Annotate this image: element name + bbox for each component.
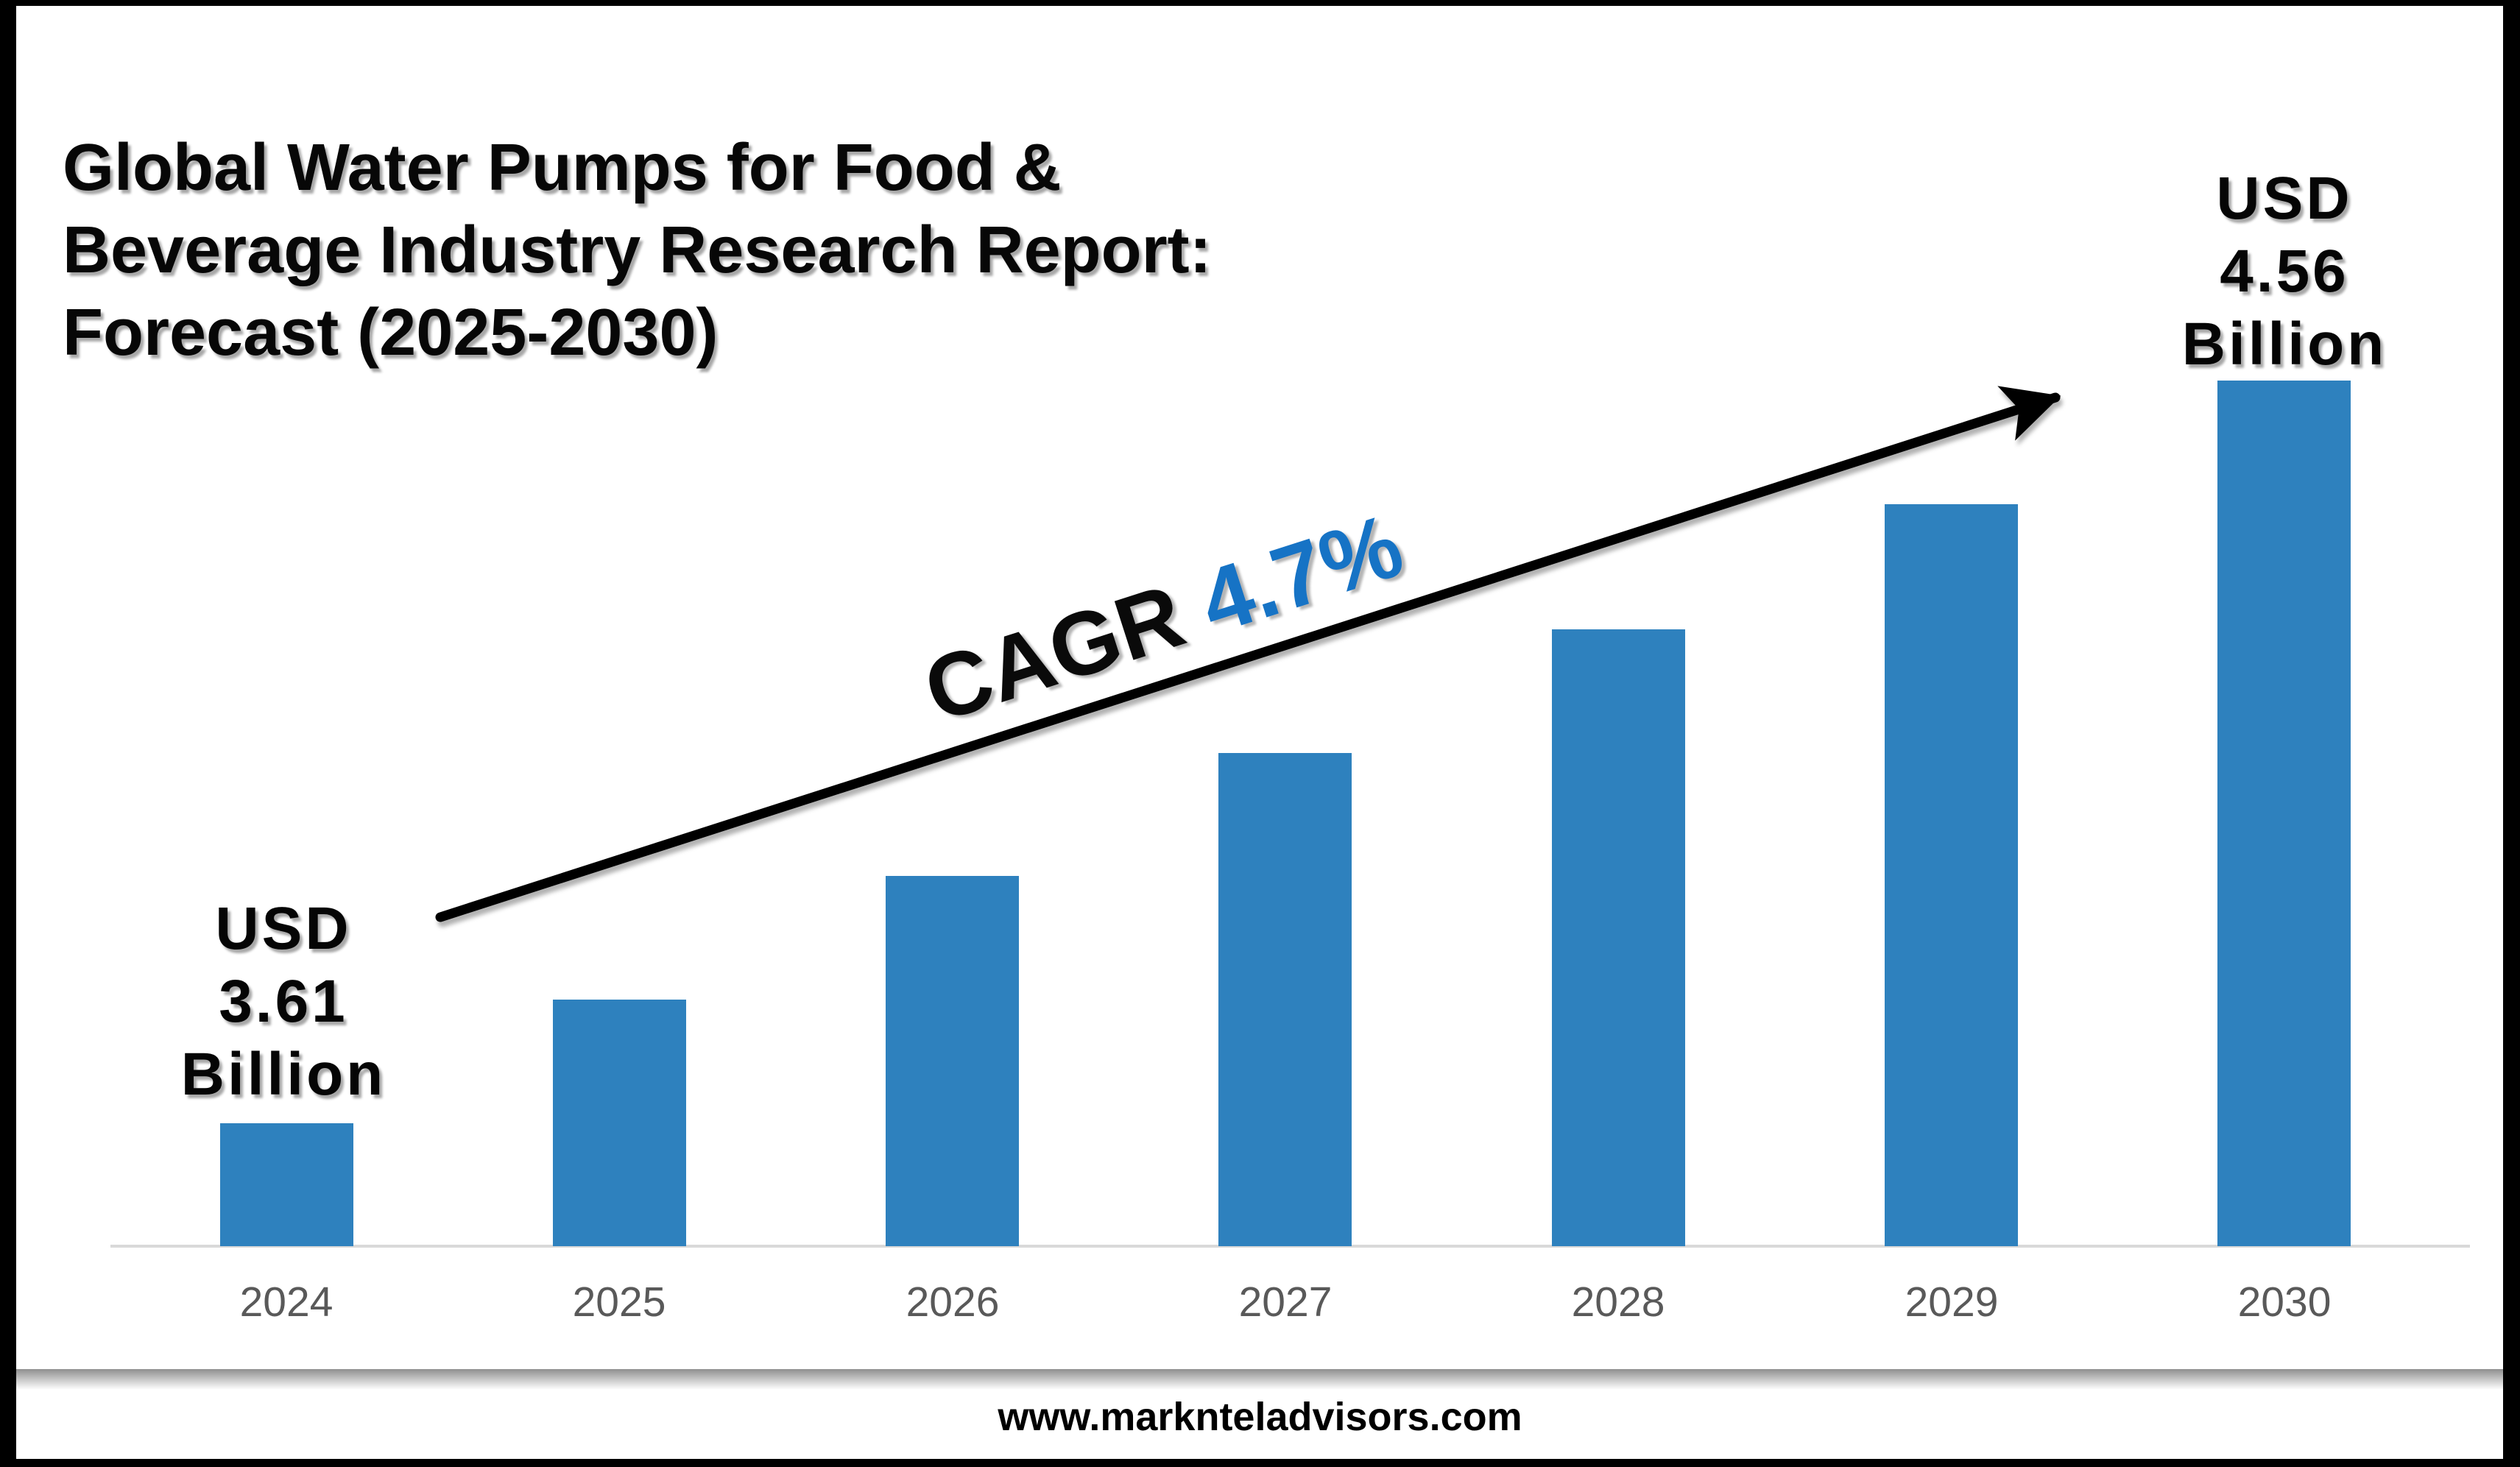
start-value-unit: Billion <box>180 1041 387 1108</box>
bar-2030 <box>2217 381 2351 1246</box>
bar-2025 <box>553 1000 686 1246</box>
trend-arrow-line <box>435 386 2061 922</box>
start-value-label: USD 3.61 Billion <box>92 892 475 1111</box>
bar-2029 <box>1885 504 2018 1246</box>
x-tick-label-2030: 2030 <box>2237 1279 2332 1326</box>
x-tick-label-2029: 2029 <box>1905 1279 1999 1326</box>
chart-title: Global Water Pumps for Food & Beverage I… <box>63 127 1314 374</box>
start-value-number: 3.61 <box>219 968 348 1035</box>
bar-2026 <box>886 876 1019 1246</box>
footer-separator <box>16 1369 2503 1390</box>
bar-2027 <box>1218 753 1352 1246</box>
end-value-number: 4.56 <box>2220 238 2349 305</box>
x-tick-label-2027: 2027 <box>1238 1279 1333 1326</box>
x-axis-line <box>110 1245 2470 1248</box>
end-value-label: USD 4.56 Billion <box>2093 162 2476 381</box>
chart-title-line1: Global Water Pumps for Food & <box>63 131 1062 205</box>
footer: www.marknteladvisors.com <box>0 1394 2520 1440</box>
bar-2024 <box>220 1123 353 1246</box>
x-tick-label-2025: 2025 <box>572 1279 666 1326</box>
bar-2028 <box>1552 629 1685 1246</box>
x-tick-label-2024: 2024 <box>239 1279 333 1326</box>
x-tick-label-2028: 2028 <box>1571 1279 1665 1326</box>
x-tick-label-2026: 2026 <box>906 1279 1000 1326</box>
chart-title-line3: Forecast (2025-2030) <box>63 296 719 370</box>
footer-url: www.marknteladvisors.com <box>998 1395 1522 1439</box>
end-value-unit: Billion <box>2181 311 2387 378</box>
chart-title-line2: Beverage Industry Research Report: <box>63 213 1212 287</box>
start-value-currency: USD <box>215 895 352 962</box>
end-value-currency: USD <box>2216 165 2353 232</box>
